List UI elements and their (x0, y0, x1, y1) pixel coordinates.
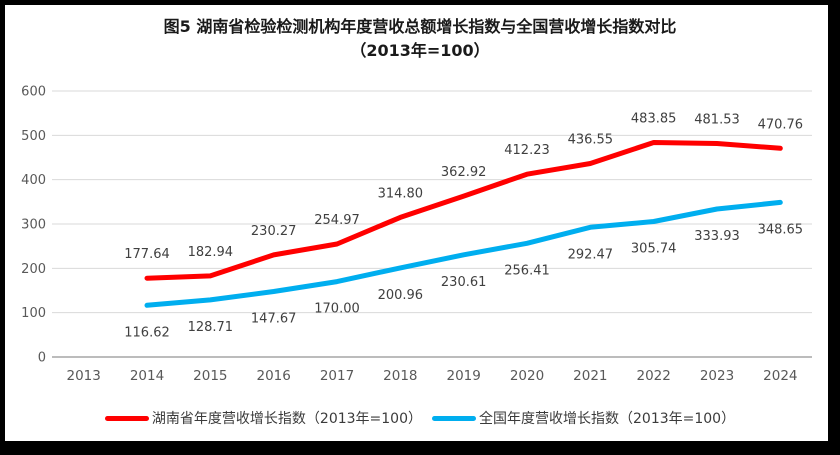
legend-label-national: 全国年度营收增长指数（2013年=100） (479, 411, 736, 427)
legend-line-sample-blue (432, 415, 476, 421)
chart-title-line2: （2013年=100） (350, 41, 490, 60)
y-axis-tick-label: 500 (21, 129, 46, 144)
data-label-national: 292.47 (568, 247, 614, 262)
x-axis-tick-label: 2022 (636, 368, 670, 384)
data-label-national: 170.00 (314, 302, 360, 317)
x-axis-tick-label: 2013 (66, 368, 100, 384)
data-label-national: 333.93 (694, 229, 740, 244)
legend-line-sample-red (104, 415, 149, 421)
data-label-national: 305.74 (631, 241, 677, 256)
data-label-hunan: 177.64 (124, 247, 170, 262)
data-label-hunan: 182.94 (188, 245, 234, 260)
data-label-hunan: 470.76 (758, 117, 804, 132)
chart-title-line1: 图5 湖南省检验检测机构年度营收总额增长指数与全国营收增长指数对比 (163, 17, 677, 36)
data-label-hunan: 254.97 (314, 213, 360, 228)
data-label-national: 128.71 (188, 320, 234, 335)
data-label-hunan: 481.53 (694, 113, 740, 128)
chart-legend: 湖南省年度营收增长指数（2013年=100） 全国年度营收增长指数（2013年=… (0, 408, 840, 428)
data-label-national: 230.61 (441, 275, 487, 290)
x-axis-tick-label: 2024 (763, 368, 797, 384)
data-label-hunan: 436.55 (568, 132, 614, 147)
x-axis-tick-label: 2017 (320, 368, 354, 384)
x-axis-tick-label: 2020 (510, 368, 544, 384)
x-axis-tick-label: 2019 (446, 368, 480, 384)
y-axis-tick-label: 100 (21, 306, 46, 321)
data-label-hunan: 483.85 (631, 111, 677, 126)
data-label-hunan: 412.23 (504, 143, 550, 158)
data-label-national: 200.96 (378, 288, 424, 303)
x-axis-tick-label: 2016 (256, 368, 290, 384)
series-line-hunan (144, 140, 783, 281)
data-label-hunan: 362.92 (441, 165, 487, 180)
data-label-hunan: 314.80 (378, 186, 424, 201)
data-label-national: 256.41 (504, 263, 550, 278)
data-label-national: 116.62 (124, 325, 170, 340)
x-axis-tick-label: 2023 (700, 368, 734, 384)
x-axis-tick-label: 2021 (573, 368, 607, 384)
y-axis-tick-label: 400 (21, 173, 46, 188)
x-axis-tick-label: 2018 (383, 368, 417, 384)
x-axis-tick-label: 2015 (193, 368, 227, 384)
y-axis-tick-label: 0 (38, 351, 46, 366)
chart-title: 图5 湖南省检验检测机构年度营收总额增长指数与全国营收增长指数对比 （2013年… (0, 15, 840, 63)
legend-item-hunan: 湖南省年度营收增长指数（2013年=100） (104, 408, 422, 428)
legend-item-national: 全国年度营收增长指数（2013年=100） (432, 408, 735, 428)
data-label-hunan: 230.27 (251, 224, 297, 239)
y-axis-tick-label: 300 (21, 218, 46, 233)
y-axis-tick-label: 600 (21, 85, 46, 100)
data-label-national: 147.67 (251, 312, 297, 327)
series-line-national (144, 199, 783, 308)
y-axis-tick-label: 200 (21, 262, 46, 277)
data-label-national: 348.65 (758, 222, 804, 237)
x-axis-tick-label: 2014 (130, 368, 164, 384)
legend-label-hunan: 湖南省年度营收增长指数（2013年=100） (151, 411, 422, 427)
